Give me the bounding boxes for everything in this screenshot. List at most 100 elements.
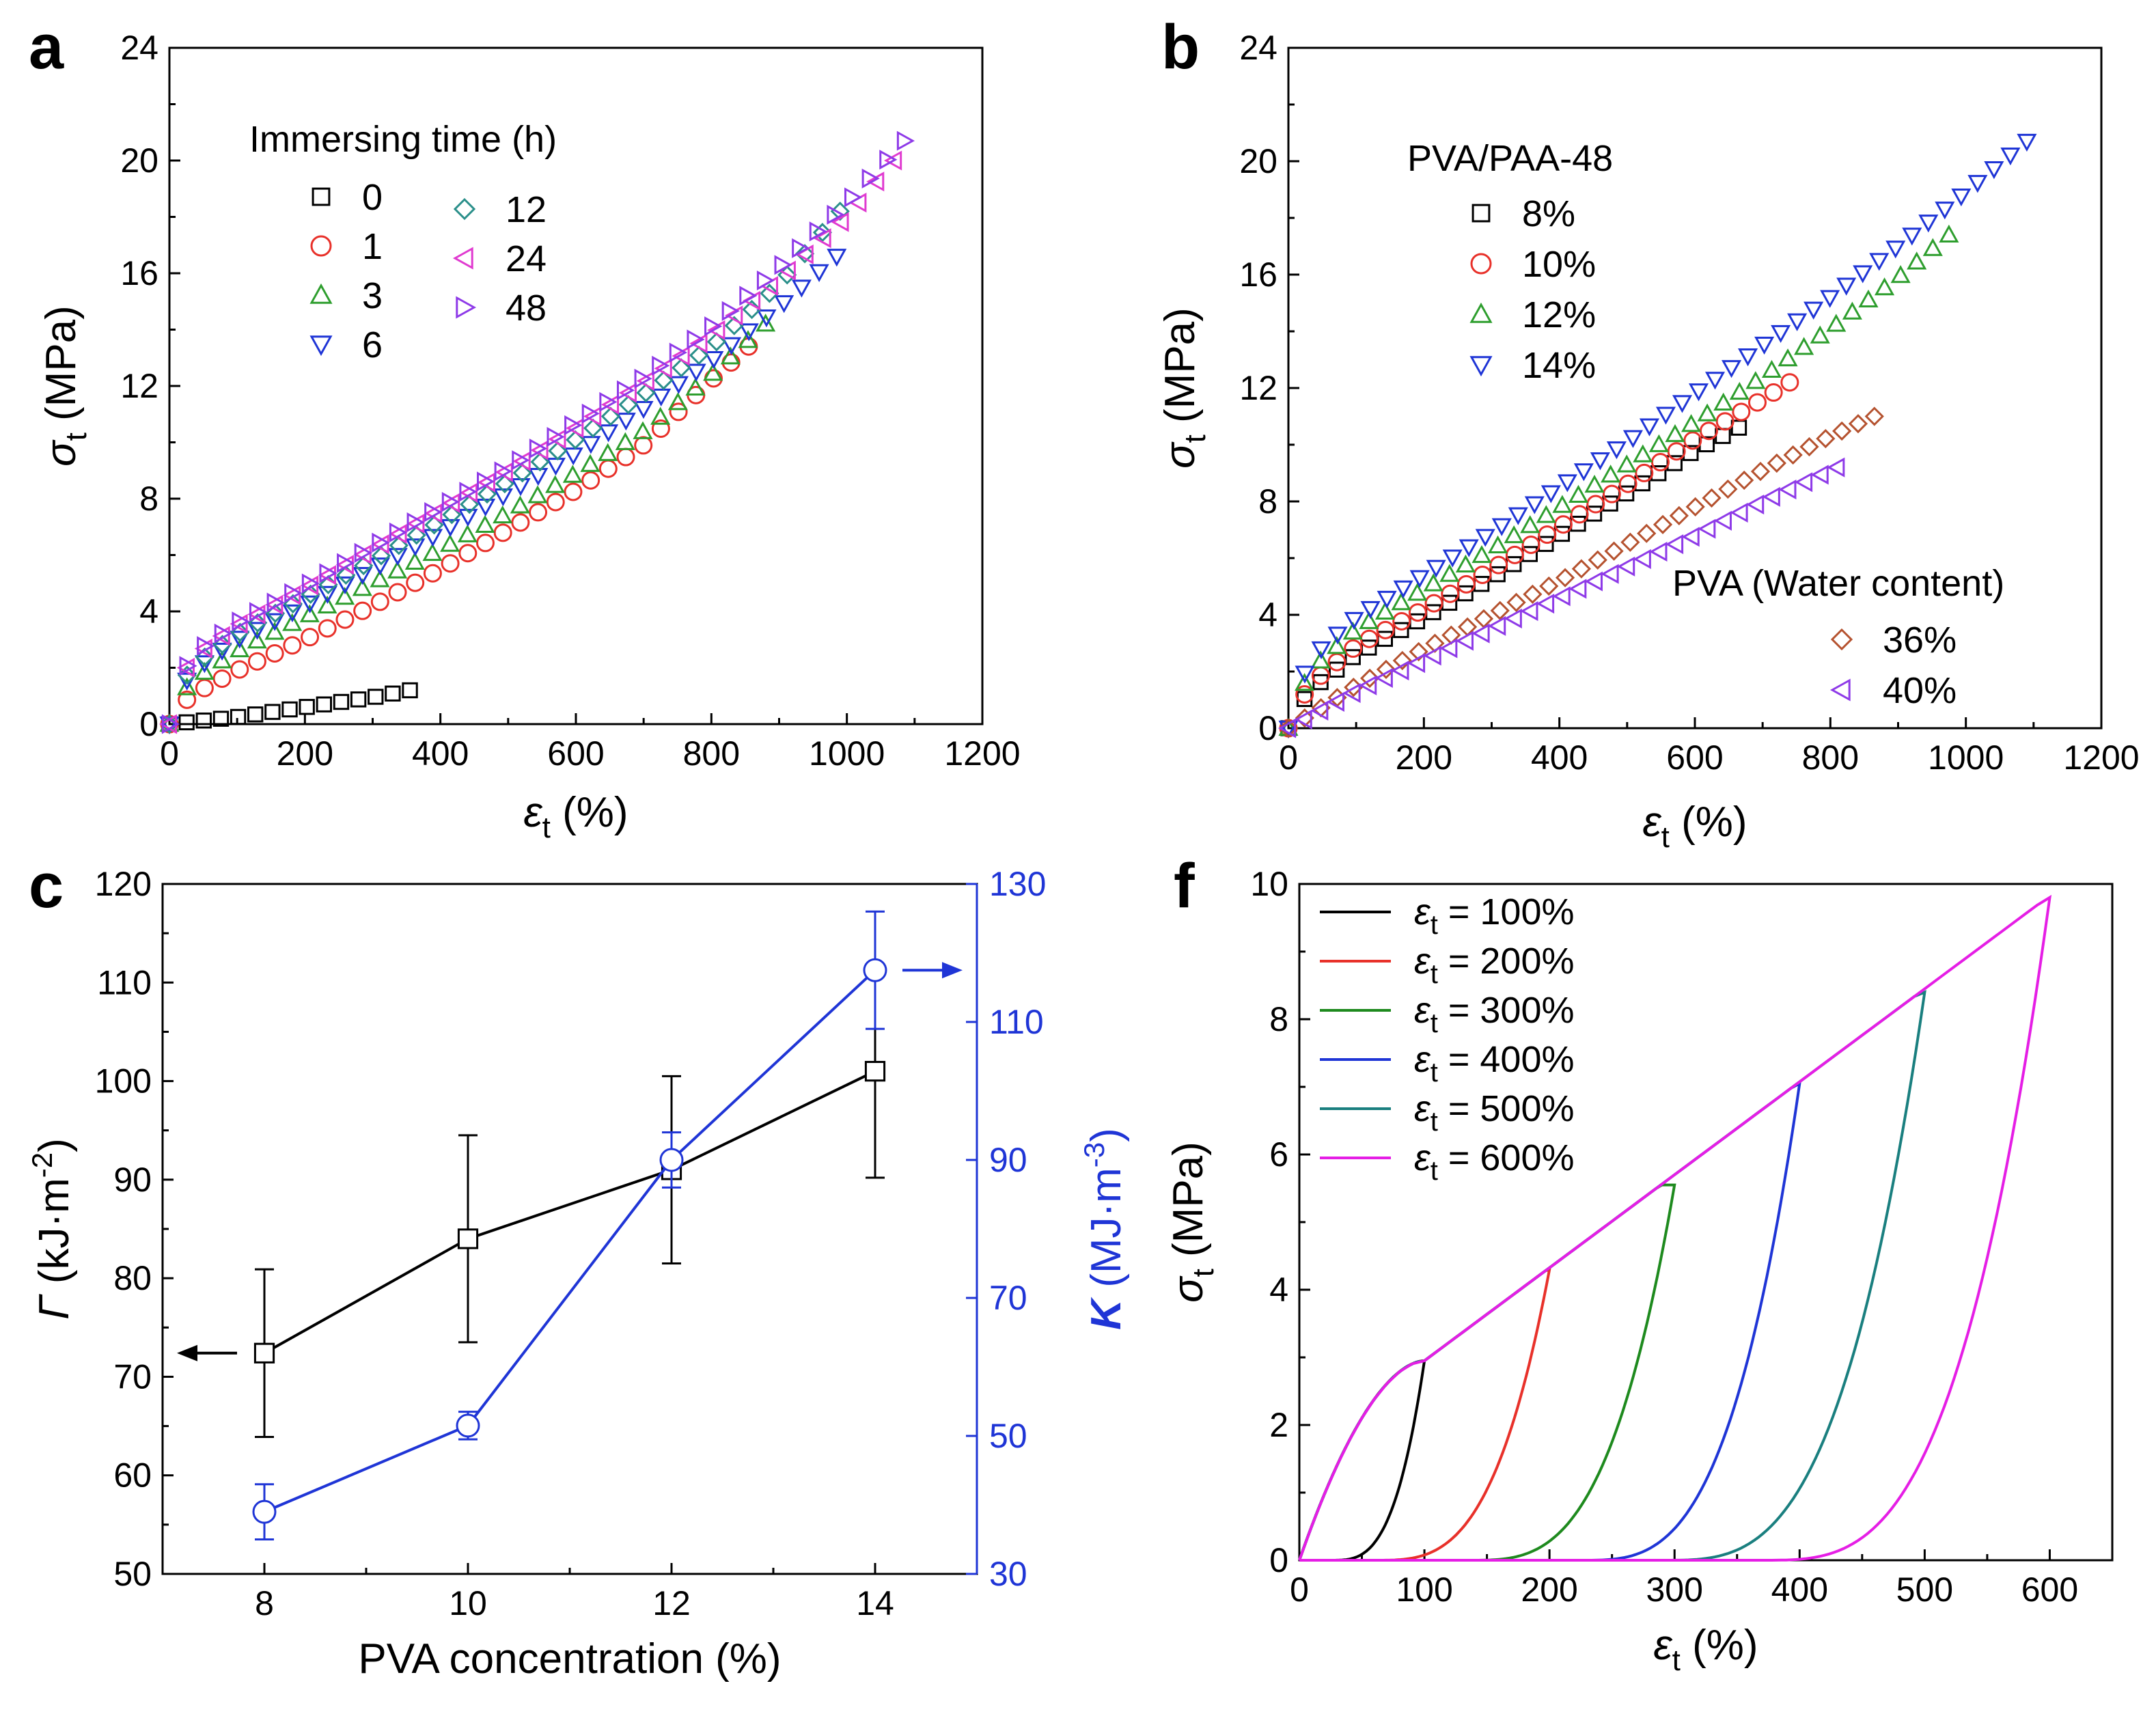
data-point [1423, 646, 1441, 666]
data-point [1344, 639, 1363, 658]
x-axis-label-symbol: ε [1642, 799, 1661, 846]
data-point [1295, 673, 1315, 691]
legend-marker [309, 283, 333, 304]
legend-marker [456, 296, 477, 319]
data-point [353, 544, 372, 565]
data-point [493, 523, 512, 542]
data-point [385, 685, 401, 702]
y-label-symbol: Γ [31, 1294, 78, 1320]
x-axis-label-unit: (%) [551, 789, 628, 836]
x-tick-label: 500 [1896, 1570, 1953, 1609]
data-point [1665, 534, 1684, 555]
x-tick-label: 400 [412, 734, 469, 773]
data-point [194, 655, 215, 674]
data-point [615, 432, 635, 450]
data-point [738, 330, 758, 348]
data-point [212, 650, 232, 669]
legend-marker [310, 235, 332, 257]
legend-label: 40% [1883, 670, 1957, 711]
data-point [387, 548, 408, 566]
y-tick-label: 4 [139, 592, 158, 631]
y-tick-label: 120 [95, 865, 152, 903]
data-point [1374, 601, 1396, 620]
data-point [1538, 525, 1557, 544]
x-tick-label: 1000 [1928, 738, 2004, 777]
data-point [1409, 641, 1428, 662]
y-tick-label: 24 [120, 29, 158, 67]
y-axis-label: σt (MPa) [1157, 307, 1212, 469]
data-point [616, 380, 635, 400]
y-axis-label: σt (MPa) [1165, 1141, 1220, 1303]
data-point [668, 376, 689, 394]
data-point [1820, 290, 1840, 308]
series-1 [160, 337, 758, 734]
data-point [581, 436, 601, 454]
data-point [1602, 484, 1621, 503]
data-point [1874, 277, 1895, 296]
data-point [493, 505, 513, 524]
x-tick-label: 1200 [944, 734, 1020, 773]
data-point [831, 212, 849, 232]
data-point [545, 458, 566, 476]
data-point [212, 642, 232, 661]
y-tick-label: 10 [1250, 865, 1288, 903]
data-point [1459, 539, 1479, 557]
data-point [404, 551, 425, 570]
x-tick-label: 800 [1802, 738, 1859, 777]
legend-label: 14% [1522, 345, 1596, 386]
y-tick-label: 24 [1239, 29, 1277, 67]
data-point [1939, 224, 1959, 243]
data-point [863, 958, 887, 982]
data-point [633, 421, 653, 439]
x-axis-label-text: εt (%) [523, 789, 628, 844]
data-point [2000, 147, 2021, 166]
data-point [527, 485, 548, 503]
data-point [563, 447, 583, 466]
data-point [1552, 586, 1571, 607]
data-point [317, 585, 337, 604]
data-point [1842, 301, 1862, 320]
data-point [1393, 580, 1413, 598]
data-point [1552, 495, 1573, 513]
data-point [350, 691, 367, 708]
y-tick-label: 100 [95, 1062, 152, 1101]
x-axis-label-symbol: ε [523, 789, 542, 836]
data-point [809, 264, 829, 282]
data-point [618, 395, 638, 415]
data-point [477, 484, 497, 504]
data-point [1586, 495, 1605, 514]
data-point [316, 696, 333, 712]
data-point [1568, 579, 1587, 599]
y2-label-exp: -3 [1078, 1142, 1110, 1167]
data-point [247, 604, 266, 624]
data-point [1617, 556, 1635, 577]
data-point [1730, 502, 1748, 523]
data-point [511, 513, 530, 532]
legend-value: = 600% [1438, 1137, 1575, 1178]
data-point [669, 342, 688, 363]
data-point [317, 595, 337, 614]
data-point [372, 532, 390, 553]
data-point [1568, 484, 1589, 503]
data-point [1810, 465, 1829, 485]
data-point [1803, 301, 1824, 320]
data-point [195, 712, 212, 729]
data-point [230, 708, 247, 725]
data-point [1922, 238, 1943, 256]
data-point [1746, 494, 1765, 515]
y-tick-label: 16 [120, 254, 158, 292]
data-point [1278, 720, 1299, 739]
legend-marker [452, 247, 473, 270]
data-point [703, 363, 723, 381]
data-point [725, 305, 743, 326]
data-point [1616, 454, 1637, 473]
data-point [335, 576, 355, 595]
hysteresis-curve [1298, 990, 1926, 1562]
data-point [1296, 691, 1313, 707]
legend-label: 24 [506, 238, 547, 279]
data-point [318, 565, 337, 585]
data-point [441, 492, 460, 512]
series-3 [159, 314, 776, 732]
y-axis-label-text: σt (MPa) [1165, 1141, 1220, 1303]
